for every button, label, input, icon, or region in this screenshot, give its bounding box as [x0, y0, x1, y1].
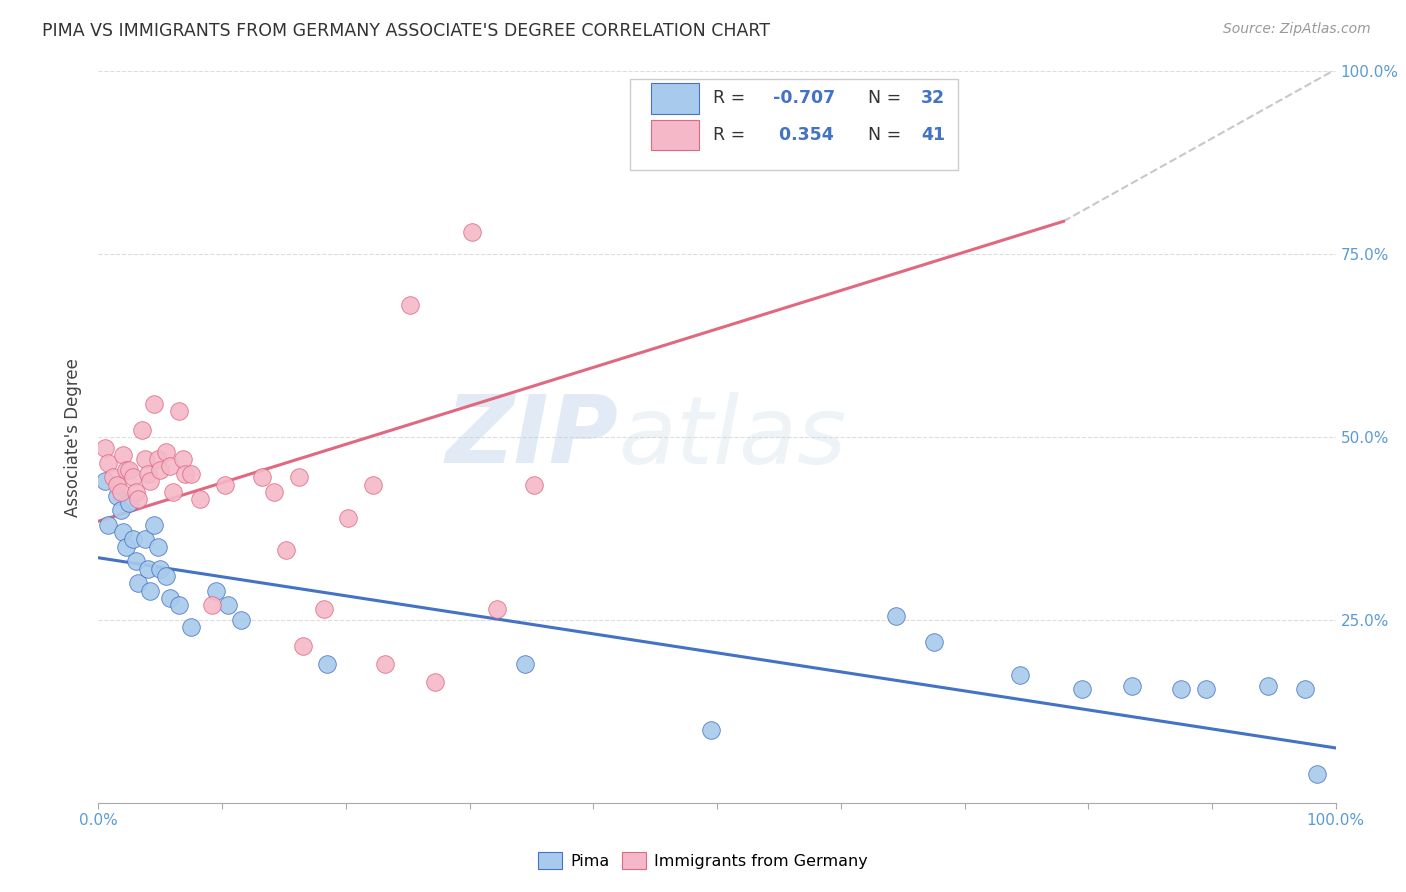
Point: [105, 489, 128, 503]
Text: -0.707: -0.707: [773, 89, 835, 107]
Point: [127, 576, 149, 591]
Point: [103, 470, 125, 484]
Point: [700, 723, 723, 737]
Point: [110, 503, 132, 517]
Point: [886, 609, 908, 624]
Point: [97, 456, 120, 470]
Point: [162, 485, 184, 500]
Point: [1170, 682, 1192, 697]
Point: [159, 591, 181, 605]
Point: [122, 470, 145, 484]
Y-axis label: Associate's Degree: Associate's Degree: [65, 358, 83, 516]
Point: [105, 477, 128, 491]
Point: [139, 474, 162, 488]
Point: [1257, 679, 1279, 693]
Point: [155, 444, 177, 458]
Text: R =: R =: [713, 126, 751, 144]
Point: [124, 485, 146, 500]
Point: [167, 599, 190, 613]
Point: [172, 452, 194, 467]
Point: [1294, 682, 1316, 697]
Text: N =: N =: [868, 126, 907, 144]
Text: N =: N =: [868, 89, 907, 107]
Point: [316, 657, 339, 671]
Point: [312, 602, 335, 616]
Point: [134, 452, 156, 467]
Point: [461, 225, 484, 239]
Text: atlas: atlas: [619, 392, 846, 483]
Text: Source: ZipAtlas.com: Source: ZipAtlas.com: [1223, 22, 1371, 37]
Point: [93, 474, 115, 488]
Text: PIMA VS IMMIGRANTS FROM GERMANY ASSOCIATE'S DEGREE CORRELATION CHART: PIMA VS IMMIGRANTS FROM GERMANY ASSOCIAT…: [42, 22, 770, 40]
Point: [515, 657, 537, 671]
FancyBboxPatch shape: [630, 78, 959, 170]
Point: [523, 477, 546, 491]
Point: [118, 463, 141, 477]
Point: [1306, 766, 1329, 780]
Point: [124, 554, 146, 568]
Point: [922, 635, 945, 649]
Point: [131, 423, 153, 437]
Point: [288, 470, 311, 484]
Point: [1071, 682, 1094, 697]
Point: [159, 459, 181, 474]
Text: 0.354: 0.354: [773, 126, 834, 144]
Point: [263, 485, 285, 500]
Point: [229, 613, 252, 627]
Point: [337, 510, 360, 524]
Point: [136, 562, 159, 576]
Point: [146, 452, 169, 467]
Point: [824, 108, 846, 122]
Point: [149, 463, 172, 477]
Text: 41: 41: [921, 126, 945, 144]
Point: [217, 599, 239, 613]
Point: [174, 467, 197, 481]
Point: [374, 657, 396, 671]
FancyBboxPatch shape: [651, 120, 699, 151]
Point: [250, 470, 273, 484]
Point: [423, 675, 446, 690]
Text: 32: 32: [921, 89, 945, 107]
Point: [114, 540, 136, 554]
Point: [201, 599, 224, 613]
Point: [155, 569, 177, 583]
Point: [291, 639, 314, 653]
Point: [188, 492, 211, 507]
Point: [122, 533, 145, 547]
Point: [143, 397, 166, 411]
Point: [1195, 682, 1218, 697]
Point: [276, 543, 298, 558]
Point: [485, 602, 508, 616]
Point: [143, 517, 166, 532]
Point: [214, 477, 236, 491]
Point: [139, 583, 162, 598]
Point: [361, 477, 384, 491]
Text: ZIP: ZIP: [446, 391, 619, 483]
Point: [93, 441, 115, 455]
Point: [146, 540, 169, 554]
Point: [1121, 679, 1143, 693]
Point: [149, 562, 172, 576]
Point: [136, 467, 159, 481]
Point: [118, 496, 141, 510]
Point: [180, 620, 202, 634]
Text: R =: R =: [713, 89, 751, 107]
Point: [97, 517, 120, 532]
Point: [167, 404, 190, 418]
Point: [110, 485, 132, 500]
Point: [1010, 667, 1032, 681]
Point: [112, 525, 135, 540]
Point: [180, 467, 202, 481]
Point: [127, 492, 149, 507]
Legend: Pima, Immigrants from Germany: Pima, Immigrants from Germany: [531, 846, 875, 875]
Point: [205, 583, 228, 598]
Point: [114, 463, 136, 477]
Point: [134, 533, 156, 547]
Point: [399, 298, 422, 312]
Point: [112, 449, 135, 463]
FancyBboxPatch shape: [651, 83, 699, 114]
